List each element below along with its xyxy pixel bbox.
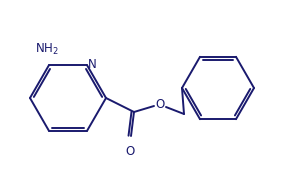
Text: NH$_2$: NH$_2$: [35, 42, 59, 57]
Text: O: O: [155, 98, 165, 111]
Text: O: O: [125, 145, 135, 158]
Text: N: N: [88, 58, 97, 71]
